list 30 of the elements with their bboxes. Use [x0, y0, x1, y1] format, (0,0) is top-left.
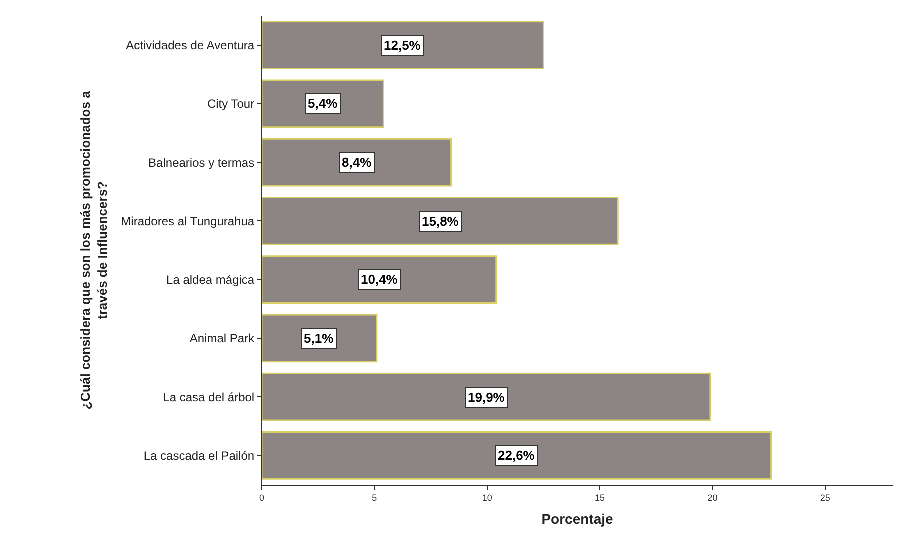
y-tick-label: La cascada el Pailón	[144, 448, 255, 463]
x-axis-title: Porcentaje	[542, 511, 614, 528]
x-tick-label: 15	[595, 492, 606, 503]
bar	[262, 196, 619, 246]
y-tick-label: La casa del árbol	[163, 390, 255, 404]
bar	[262, 138, 452, 187]
y-tick-label: City Tour	[207, 97, 255, 112]
y-tick-label: Balnearios y termas	[148, 156, 255, 170]
bar	[262, 431, 772, 480]
data-label: 12,5%	[384, 38, 422, 53]
data-label: 5,1%	[304, 331, 334, 346]
data-label: 19,9%	[468, 390, 506, 405]
data-label: 8,4%	[342, 155, 372, 170]
data-label: 22,6%	[498, 448, 536, 463]
x-tick-label: 20	[708, 492, 718, 503]
bar	[262, 21, 544, 70]
data-label: 15,8%	[422, 214, 460, 229]
y-tick-label: Miradores al Tungurahua	[121, 214, 255, 228]
x-tick-label: 25	[820, 492, 830, 503]
y-axis-title: ¿Cuál considera que son los más promocionados a través de Influencers?	[78, 90, 110, 410]
x-tick-label: 0	[259, 492, 265, 503]
bar	[262, 256, 498, 304]
data-label: 5,4%	[308, 96, 338, 111]
y-tick-label: Animal Park	[190, 332, 256, 346]
data-label: 10,4%	[361, 272, 398, 287]
x-tick-label: 5	[372, 492, 378, 503]
bar	[262, 372, 712, 422]
y-tick-label: Actividades de Aventura	[126, 38, 255, 53]
x-tick-label: 10	[482, 492, 492, 503]
y-tick-label: La aldea mágica	[166, 273, 255, 288]
